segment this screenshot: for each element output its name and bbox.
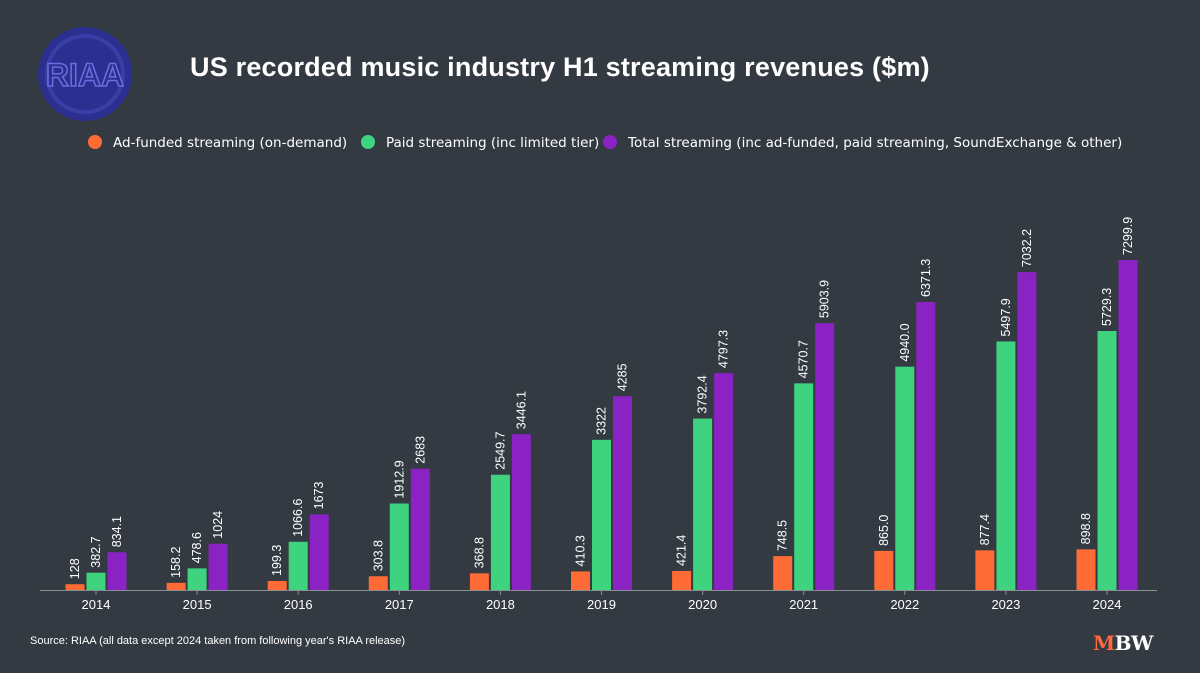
- bar: [794, 383, 814, 590]
- legend-swatch: [88, 135, 102, 149]
- bar: [1118, 260, 1138, 590]
- data-label: 478.6: [190, 532, 204, 563]
- data-label: 5903.9: [818, 280, 832, 318]
- x-tick-label: 2015: [183, 597, 212, 612]
- data-label: 3322: [595, 407, 609, 435]
- bar: [107, 552, 127, 590]
- bar: [511, 434, 531, 590]
- bar: [592, 439, 611, 590]
- riaa-logo-text: RIAA: [46, 57, 124, 93]
- data-label: 1912.9: [392, 460, 406, 498]
- legend-label: Paid streaming (inc limited tier): [386, 135, 599, 151]
- x-tick-label: 2021: [789, 597, 818, 612]
- x-tick-label: 2019: [587, 597, 616, 612]
- bar: [288, 541, 308, 590]
- data-label: 303.8: [371, 540, 385, 571]
- bar: [874, 550, 894, 590]
- data-label: 865.0: [877, 515, 891, 546]
- bar: [895, 366, 915, 590]
- bar: [571, 571, 590, 590]
- bar: [410, 468, 430, 590]
- data-label: 1673: [312, 482, 326, 510]
- legend-item[interactable]: Total streaming (inc ad-funded, paid str…: [603, 135, 1122, 151]
- x-tick-label: 2014: [82, 597, 111, 612]
- bar: [469, 573, 489, 590]
- data-label: 4940.0: [898, 323, 912, 361]
- data-label: 898.8: [1079, 513, 1093, 544]
- chart-title: US recorded music industry H1 streaming …: [190, 52, 930, 82]
- bar: [267, 580, 287, 590]
- bar: [693, 418, 713, 590]
- bar: [86, 572, 106, 590]
- x-tick-label: 2018: [486, 597, 515, 612]
- data-label: 4285: [616, 363, 630, 391]
- data-label: 2549.7: [493, 431, 507, 469]
- data-label: 199.3: [270, 545, 284, 576]
- data-label: 5729.3: [1100, 288, 1114, 326]
- bar: [996, 341, 1016, 590]
- bar: [309, 514, 329, 590]
- data-label: 7299.9: [1121, 217, 1135, 255]
- data-label: 4797.3: [717, 330, 731, 368]
- bar: [208, 543, 228, 590]
- data-label: 877.4: [978, 514, 992, 545]
- x-tick-label: 2016: [284, 597, 313, 612]
- bar: [714, 373, 734, 590]
- x-tick-label: 2017: [385, 597, 414, 612]
- bar: [815, 323, 835, 590]
- legend-label: Ad-funded streaming (on-demand): [113, 135, 347, 151]
- data-label: 3446.1: [514, 391, 528, 429]
- riaa-logo: RIAA: [38, 27, 132, 121]
- bar: [1097, 331, 1117, 590]
- data-label: 3792.4: [696, 375, 710, 413]
- bar: [613, 396, 632, 590]
- bar: [975, 550, 995, 590]
- data-label: 158.2: [169, 547, 183, 578]
- data-label: 4570.7: [797, 340, 811, 378]
- data-label: 748.5: [776, 520, 790, 551]
- data-label: 368.8: [472, 537, 486, 568]
- bar: [916, 301, 936, 590]
- bar: [187, 568, 207, 590]
- data-label: 2683: [413, 436, 427, 464]
- x-tick-label: 2023: [991, 597, 1020, 612]
- bar: [773, 556, 793, 590]
- bar: [368, 576, 388, 590]
- legend-item[interactable]: Paid streaming (inc limited tier): [361, 135, 599, 151]
- bar: [166, 582, 186, 590]
- bar: [1017, 272, 1037, 590]
- data-label: 1024: [211, 511, 225, 539]
- data-label: 6371.3: [919, 259, 933, 297]
- mbw-brand-logo: MBW: [1093, 631, 1154, 655]
- data-label: 834.1: [110, 516, 124, 547]
- legend-label: Total streaming (inc ad-funded, paid str…: [627, 135, 1122, 151]
- x-tick-label: 2020: [688, 597, 717, 612]
- bar: [490, 474, 510, 590]
- bar: [389, 503, 409, 590]
- bar: [1076, 549, 1096, 590]
- legend-swatch: [603, 135, 617, 149]
- data-label: 410.3: [574, 535, 588, 566]
- x-tick-label: 2024: [1093, 597, 1122, 612]
- source-note: Source: RIAA (all data except 2024 taken…: [30, 635, 406, 647]
- data-label: 421.4: [675, 535, 689, 566]
- data-label: 128: [68, 558, 82, 579]
- x-tick-label: 2022: [890, 597, 919, 612]
- data-label: 382.7: [89, 536, 103, 567]
- data-label: 5497.9: [999, 298, 1013, 336]
- bar: [672, 570, 692, 590]
- data-label: 7032.2: [1020, 229, 1034, 267]
- data-label: 1066.6: [291, 499, 305, 537]
- legend-swatch: [361, 135, 375, 149]
- legend-item[interactable]: Ad-funded streaming (on-demand): [88, 135, 347, 151]
- bar: [65, 584, 85, 590]
